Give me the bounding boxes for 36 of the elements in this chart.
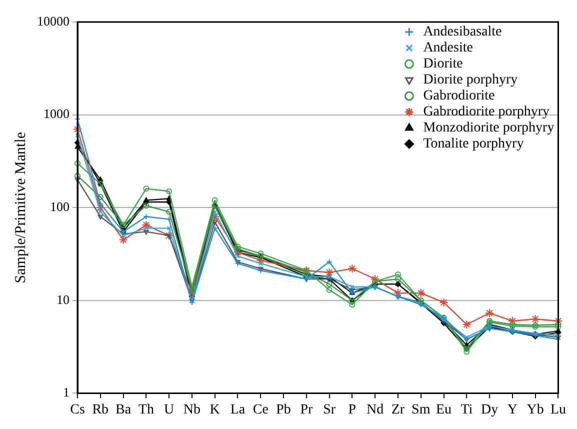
x-tick-label: Pr xyxy=(300,402,313,418)
y-tick-label: 100 xyxy=(50,199,70,214)
x-tick-label: Y xyxy=(507,402,518,418)
x-tick-label: Cs xyxy=(70,402,85,418)
y-tick-label: 1000 xyxy=(44,106,70,122)
x-tick-label: P xyxy=(348,402,356,418)
legend-label: Tonalite porphyry xyxy=(423,136,524,152)
x-tick-label: Rb xyxy=(92,402,109,418)
legend-label: Gabrodiorite xyxy=(423,88,495,104)
x-tick-label: Ce xyxy=(252,402,268,418)
legend-label: Monzodiorite porphyry xyxy=(423,120,554,136)
x-tick-label: Nb xyxy=(183,402,201,418)
x-tick-label: Zr xyxy=(391,402,405,418)
y-tick-label: 10000 xyxy=(37,13,70,28)
y-tick-label: 1 xyxy=(63,384,70,400)
x-tick-label: La xyxy=(230,402,246,418)
legend-label: Diorite porphyry xyxy=(423,72,518,88)
x-tick-label: K xyxy=(210,402,220,418)
x-tick-label: Yb xyxy=(526,402,544,418)
x-tick-label: Sr xyxy=(323,402,336,418)
x-tick-label: Lu xyxy=(550,402,566,418)
x-tick-label: Th xyxy=(138,402,154,418)
legend-label: Gabrodiorite porphyry xyxy=(423,104,550,120)
legend-label: Diorite xyxy=(423,56,463,72)
y-tick-label: 10 xyxy=(56,292,70,307)
x-tick-label: Dy xyxy=(480,402,498,418)
legend-label: Andesite xyxy=(423,40,473,56)
y-axis-title: Sample/Primitive Mantle xyxy=(12,132,29,284)
x-tick-label: Pb xyxy=(276,402,291,418)
x-tick-label: U xyxy=(164,402,174,418)
x-tick-label: Ti xyxy=(460,402,473,418)
x-tick-label: Nd xyxy=(366,402,384,418)
x-tick-label: Sm xyxy=(412,402,430,418)
x-tick-label: Eu xyxy=(436,402,452,418)
x-tick-label: Ba xyxy=(116,402,132,418)
legend-label: Andesibasalte xyxy=(423,24,502,40)
